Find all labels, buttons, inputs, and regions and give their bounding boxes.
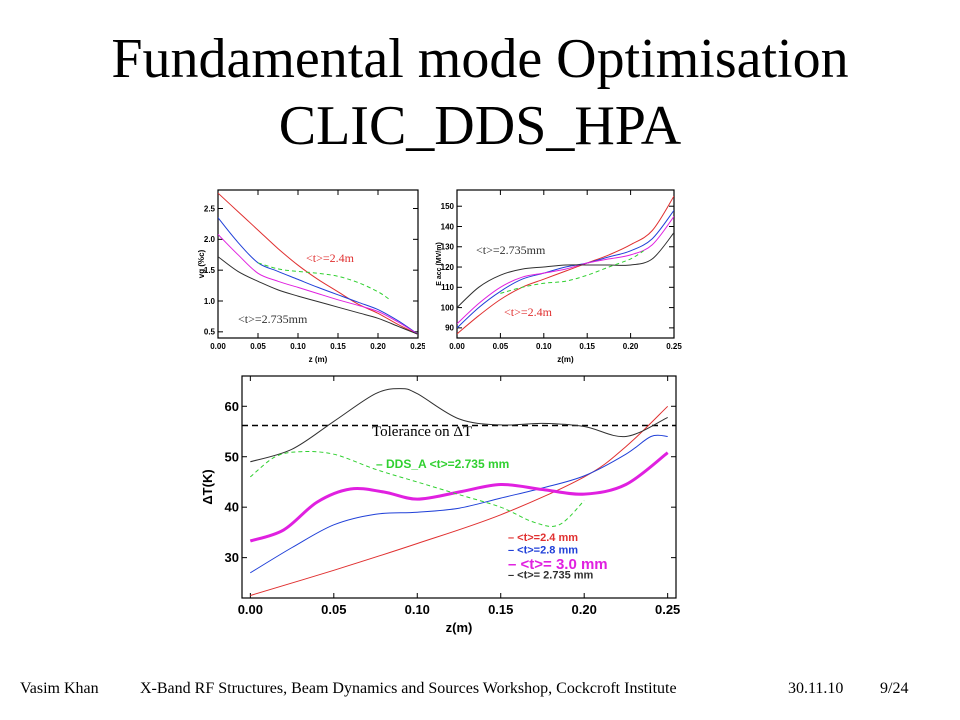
x-tick-label: 0.25	[655, 602, 680, 617]
annotation-label: <t>=2.735mm	[476, 243, 546, 257]
footer-author: Vasim Khan	[20, 680, 99, 697]
annotation-label: <t>=2.4m	[306, 251, 355, 265]
y-tick-label: 0.5	[204, 328, 216, 337]
annotation-label: <t>=2.735mm	[238, 312, 308, 326]
x-axis-label: z(m)	[446, 620, 473, 635]
series-line-blue	[250, 434, 668, 574]
y-tick-label: 1.0	[204, 297, 216, 306]
series-line-red	[218, 192, 418, 335]
series-line-magenta	[218, 234, 418, 335]
x-tick-label: 0.20	[623, 342, 639, 351]
x-tick-label: 0.00	[238, 602, 263, 617]
chart-accelerating-field: 0.00 0.05 0.10 0.15 0.20 0.25 90 100 110 120 130 14…	[436, 189, 682, 364]
series-line-magenta	[457, 216, 674, 325]
y-axis-label: E acc (MV/m)	[436, 242, 443, 286]
series-line-blue	[218, 217, 418, 335]
x-tick-label: 0.25	[666, 342, 682, 351]
y-tick-label: 100	[441, 303, 455, 312]
x-axis-label: z(m)	[557, 355, 574, 364]
y-tick-label: 50	[225, 449, 239, 464]
x-tick-label: 0.15	[488, 602, 513, 617]
series-line-black	[250, 388, 668, 463]
y-tick-label: 140	[441, 222, 455, 231]
y-axis-label: ΔT(K)	[200, 469, 215, 504]
x-tick-label: 0.00	[210, 342, 226, 351]
footer-page: 9/24	[880, 680, 909, 697]
x-axis-label: z (m)	[309, 355, 328, 364]
y-tick-label: 1.5	[204, 266, 216, 275]
y-tick-label: 130	[441, 243, 455, 252]
legend-entry: – <t>=2.8 mm	[508, 545, 578, 557]
x-tick-label: 0.10	[290, 342, 306, 351]
series-line-red	[250, 405, 669, 596]
chart-temperature-rise: 0.00 0.05 0.10 0.15 0.20 0.25 30 40 50 60 z(m) ΔT(K…	[200, 375, 680, 635]
y-tick-label: 30	[225, 550, 239, 565]
series-line-blue	[457, 209, 674, 329]
y-axis-label: vg (%c)	[197, 249, 206, 278]
y-tick-label: 120	[441, 263, 455, 272]
series-line-black	[457, 232, 674, 308]
legend-entry: – <t>= 3.0 mm	[508, 556, 608, 573]
series-line-green	[500, 250, 644, 294]
plot-frame	[456, 189, 675, 339]
x-tick-label: 0.10	[536, 342, 552, 351]
x-tick-label: 0.05	[493, 342, 509, 351]
series-group	[218, 192, 418, 335]
annotation-label: – DDS_A <t>=2.735 mm	[376, 457, 509, 471]
series-group	[242, 388, 676, 596]
x-tick-label: 0.05	[321, 602, 346, 617]
x-tick-label: 0.15	[579, 342, 595, 351]
annotation-label: <t>=2.4m	[504, 305, 553, 319]
x-tick-label: 0.15	[330, 342, 346, 351]
series-line-green	[257, 262, 391, 301]
y-tick-label: 110	[441, 283, 454, 292]
series-line-red	[457, 195, 674, 335]
y-tick-label: 2.0	[204, 235, 216, 244]
y-tick-label: 40	[225, 500, 239, 515]
x-tick-label: 0.00	[449, 342, 465, 351]
x-tick-label: 0.20	[370, 342, 386, 351]
legend-entry: – <t>=2.4 mm	[508, 532, 578, 544]
x-tick-label: 0.05	[250, 342, 266, 351]
tolerance-label: Tolerance on ΔT	[372, 424, 472, 440]
slide-title-line2: CLIC_DDS_HPA	[278, 95, 682, 157]
y-tick-label: 2.5	[204, 204, 216, 213]
y-tick-label: 150	[441, 202, 455, 211]
y-tick-label: 60	[225, 399, 239, 414]
series-group	[457, 195, 674, 335]
plot-frame	[241, 375, 677, 599]
series-line-green	[249, 451, 585, 527]
legend-entry: – <t>= 2.735 mm	[508, 570, 594, 582]
footer-date: 30.11.10	[788, 680, 844, 697]
chart-group-velocity: 0.00 0.05 0.10 0.15 0.20 0.25 0.5 1.0 1.5 2.0 2.5 z…	[197, 189, 425, 364]
footer-event: X-Band RF Structures, Beam Dynamics and …	[140, 680, 677, 697]
x-tick-label: 0.10	[405, 602, 430, 617]
x-tick-label: 0.20	[572, 602, 597, 617]
series-line-magenta	[249, 451, 669, 543]
slide-title-line1: Fundamental mode Optimisation	[111, 28, 849, 90]
series-line-black	[218, 256, 418, 335]
y-tick-label: 90	[445, 324, 454, 333]
x-tick-label: 0.25	[410, 342, 425, 351]
